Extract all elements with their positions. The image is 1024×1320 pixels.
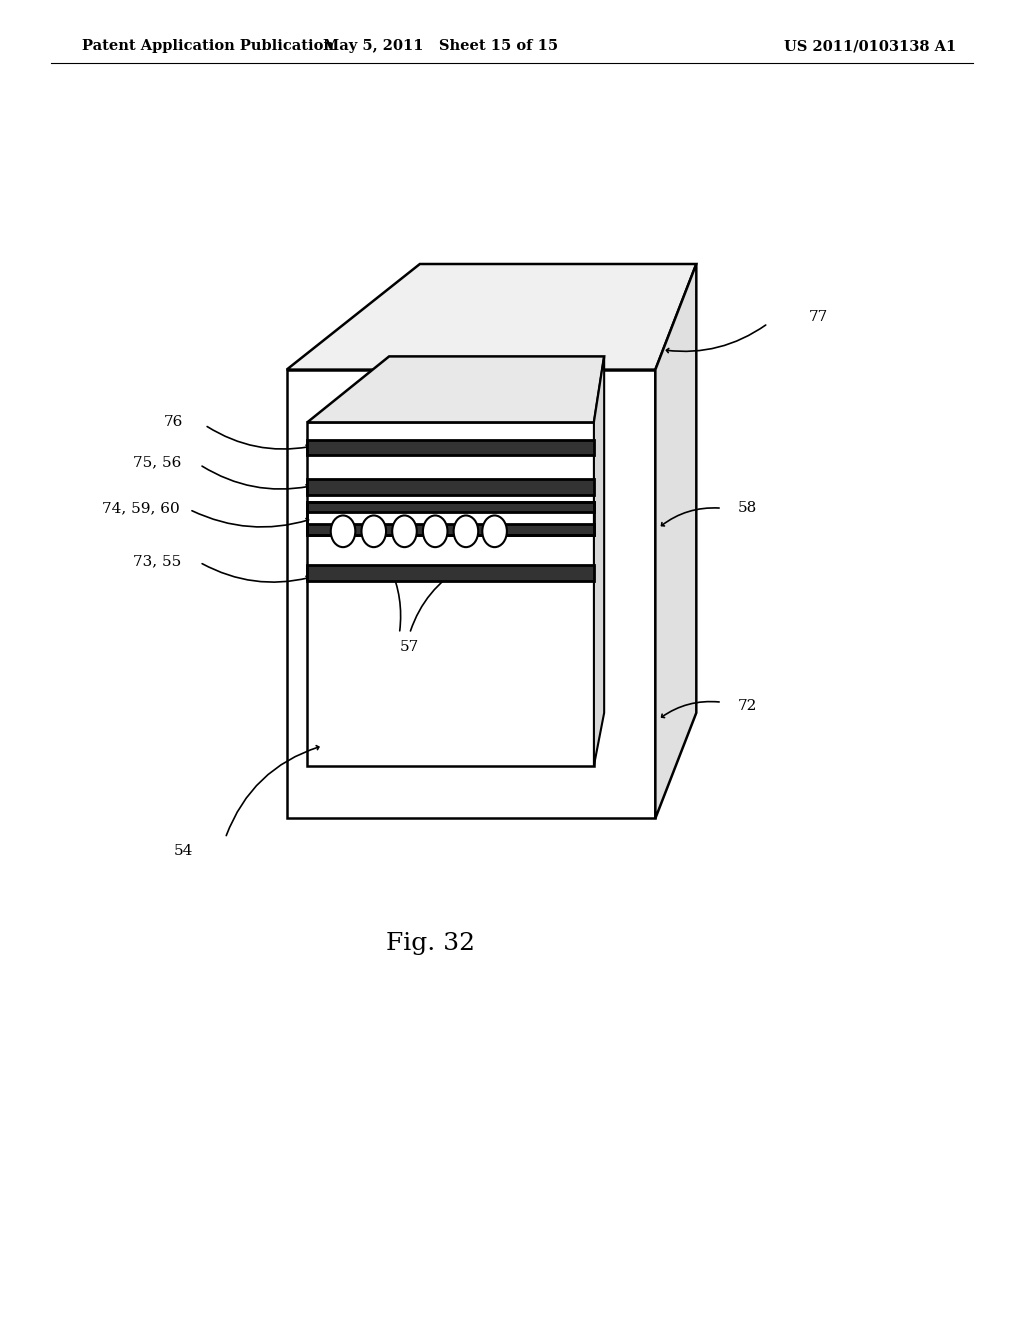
Polygon shape — [307, 356, 604, 422]
FancyBboxPatch shape — [307, 565, 594, 581]
Text: 57: 57 — [400, 640, 419, 653]
Text: 54: 54 — [174, 845, 194, 858]
FancyBboxPatch shape — [307, 440, 594, 455]
Circle shape — [361, 515, 386, 546]
Text: 76: 76 — [164, 416, 183, 429]
FancyBboxPatch shape — [307, 502, 594, 512]
FancyBboxPatch shape — [307, 524, 594, 535]
Polygon shape — [655, 264, 696, 818]
Circle shape — [331, 515, 355, 546]
Circle shape — [482, 515, 507, 546]
Polygon shape — [594, 356, 604, 766]
Text: 73, 55: 73, 55 — [133, 554, 181, 568]
FancyBboxPatch shape — [287, 370, 655, 818]
Text: US 2011/0103138 A1: US 2011/0103138 A1 — [784, 40, 956, 53]
Circle shape — [392, 515, 417, 546]
Text: 74, 59, 60: 74, 59, 60 — [102, 502, 180, 515]
Text: 72: 72 — [737, 700, 757, 713]
Text: May 5, 2011   Sheet 15 of 15: May 5, 2011 Sheet 15 of 15 — [323, 40, 558, 53]
FancyBboxPatch shape — [307, 479, 594, 495]
FancyBboxPatch shape — [307, 422, 594, 766]
Text: Patent Application Publication: Patent Application Publication — [82, 40, 334, 53]
Text: Fig. 32: Fig. 32 — [386, 932, 474, 956]
Circle shape — [423, 515, 447, 546]
Text: 58: 58 — [737, 502, 757, 515]
Circle shape — [454, 515, 478, 546]
Text: 77: 77 — [809, 310, 828, 323]
Polygon shape — [287, 264, 696, 370]
Text: 75, 56: 75, 56 — [133, 455, 181, 469]
